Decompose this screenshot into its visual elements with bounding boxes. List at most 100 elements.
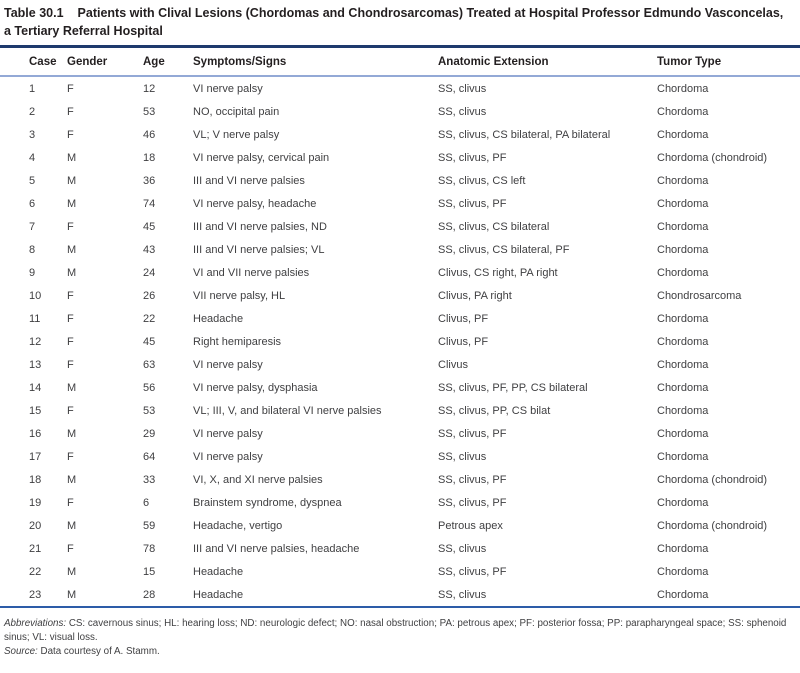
col-header-symptoms: Symptoms/Signs [193,48,438,77]
cell-tumor: Chordoma [657,565,709,578]
cell-extension: SS, clivus, PF [438,197,507,210]
cell-gender: F [67,82,74,95]
cell-gender: M [67,381,77,394]
cell-extension: SS, clivus, PF [438,565,507,578]
cell-extension: SS, clivus, PF [438,427,507,440]
cell-extension: SS, clivus, CS left [438,174,526,187]
col-header-tumor: Tumor Type [657,48,800,77]
cell-case: 6 [29,197,36,210]
cell-age: 43 [143,243,156,256]
abbreviations-note: Abbreviations: CS: cavernous sinus; HL: … [4,617,790,645]
cell-symptoms: Headache [193,588,244,601]
cell-age: 24 [143,266,156,279]
cell-gender: F [67,335,74,348]
cell-case: 7 [29,220,36,233]
col-header-age: Age [143,48,193,77]
cell-extension: SS, clivus, PP, CS bilat [438,404,551,417]
cell-case: 20 [29,519,42,532]
cell-tumor: Chordoma [657,128,709,141]
col-header-gender: Gender [67,48,143,77]
cell-tumor: Chordoma [657,174,709,187]
cell-gender: F [67,105,74,118]
table-row: 23 M 28 Headache SS, clivus Chordoma [0,583,800,606]
table-title-line1: Table 30.1 Patients with Clival Lesions (… [4,4,790,22]
table-row: 12 F 45 Right hemiparesis Clivus, PF Cho… [0,330,800,353]
cell-symptoms: NO, occipital pain [193,105,280,118]
cell-symptoms: VI nerve palsy [193,358,263,371]
cell-tumor: Chordoma (chondroid) [657,519,768,532]
cell-gender: M [67,588,77,601]
cell-extension: SS, clivus, PF [438,151,507,164]
cell-extension: Clivus, PA right [438,289,512,302]
cell-tumor: Chordoma [657,358,709,371]
table-title: Table 30.1 Patients with Clival Lesions (… [0,0,800,40]
cell-age: 33 [143,473,156,486]
cell-age: 28 [143,588,156,601]
table-row: 9 M 24 VI and VII nerve palsies Clivus, … [0,261,800,284]
cell-age: 64 [143,450,156,463]
cell-case: 21 [29,542,42,555]
cell-tumor: Chordoma [657,381,709,394]
cell-case: 17 [29,450,42,463]
table-number-label: Table 30.1 [4,6,64,20]
cell-case: 18 [29,473,42,486]
cell-gender: F [67,312,74,325]
cell-tumor: Chordoma [657,496,709,509]
cell-gender: F [67,358,74,371]
cell-age: 22 [143,312,156,325]
table-title-line2: a Tertiary Referral Hospital [4,24,163,38]
table-row: 11 F 22 Headache Clivus, PF Chordoma [0,307,800,330]
cell-gender: F [67,220,74,233]
cell-extension: SS, clivus, CS bilateral, PF [438,243,570,256]
cell-case: 5 [29,174,36,187]
source-text: Data courtesy of A. Stamm. [37,646,160,657]
cell-symptoms: VII nerve palsy, HL [193,289,286,302]
cell-symptoms: VI nerve palsy [193,450,263,463]
cell-extension: SS, clivus [438,588,487,601]
cell-symptoms: VI nerve palsy [193,82,263,95]
cell-symptoms: Brainstem syndrome, dyspnea [193,496,342,509]
table-row: 2 F 53 NO, occipital pain SS, clivus Cho… [0,100,800,123]
cell-case: 2 [29,105,36,118]
cell-tumor: Chordoma [657,335,709,348]
cell-age: 15 [143,565,156,578]
table-header: Case Gender Age Symptoms/Signs Anatomic … [0,48,800,77]
cell-age: 45 [143,335,156,348]
cell-age: 74 [143,197,156,210]
table-row: 17 F 64 VI nerve palsy SS, clivus Chordo… [0,445,800,468]
cell-gender: M [67,174,77,187]
table-row: 20 M 59 Headache, vertigo Petrous apex C… [0,514,800,537]
cell-age: 36 [143,174,156,187]
bottom-rule [0,606,800,608]
table-row: 22 M 15 Headache SS, clivus, PF Chordoma [0,560,800,583]
cell-tumor: Chordoma [657,197,709,210]
cell-extension: Clivus [438,358,468,371]
cell-extension: SS, clivus [438,542,487,555]
cell-extension: SS, clivus, CS bilateral [438,220,550,233]
table-row: 10 F 26 VII nerve palsy, HL Clivus, PA r… [0,284,800,307]
table-row: 13 F 63 VI nerve palsy Clivus Chordoma [0,353,800,376]
cell-case: 19 [29,496,42,509]
cell-gender: M [67,427,77,440]
cell-extension: Clivus, PF [438,335,489,348]
cell-symptoms: III and VI nerve palsies, headache [193,542,360,555]
table-row: 8 M 43 III and VI nerve palsies; VL SS, … [0,238,800,261]
table-header-row: Case Gender Age Symptoms/Signs Anatomic … [0,48,800,77]
abbreviations-label: Abbreviations: [4,618,67,629]
cell-symptoms: VI and VII nerve palsies [193,266,310,279]
cell-tumor: Chordoma (chondroid) [657,151,768,164]
cell-case: 12 [29,335,42,348]
cell-gender: M [67,197,77,210]
cell-gender: M [67,519,77,532]
cell-gender: M [67,266,77,279]
cell-tumor: Chondrosarcoma [657,289,742,302]
cell-age: 6 [143,496,150,509]
cell-extension: SS, clivus, PF [438,473,507,486]
cell-gender: F [67,542,74,555]
cell-age: 78 [143,542,156,555]
cell-case: 14 [29,381,42,394]
patients-table: Case Gender Age Symptoms/Signs Anatomic … [0,48,800,606]
cell-case: 13 [29,358,42,371]
cell-gender: M [67,151,77,164]
cell-age: 12 [143,82,156,95]
